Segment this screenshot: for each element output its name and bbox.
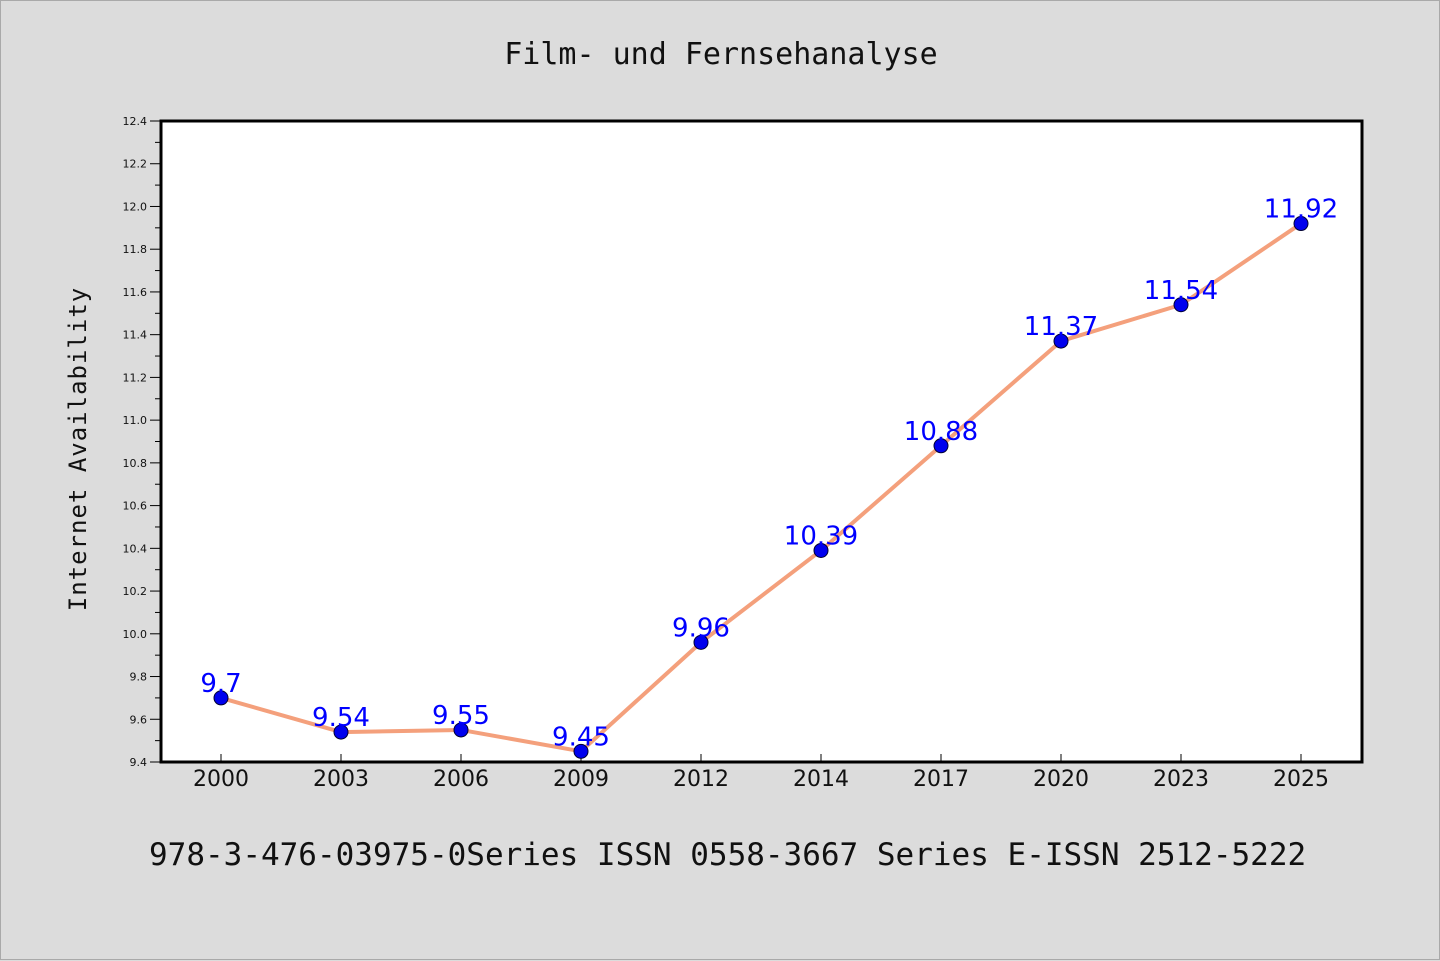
x-tick-label: 2012 — [673, 767, 729, 792]
x-tick-label: 2017 — [913, 767, 969, 792]
y-tick-label: 12.4 — [123, 115, 148, 128]
y-tick-label: 10.6 — [123, 500, 148, 513]
x-tick-label: 2003 — [313, 767, 369, 792]
data-point — [1053, 333, 1069, 349]
data-point — [573, 743, 589, 759]
data-label: 9.54 — [312, 703, 370, 733]
data-label: 10.88 — [904, 417, 978, 447]
y-axis-label: Internet Availability — [64, 287, 92, 611]
y-tick-label: 10.8 — [123, 457, 148, 470]
footer-text: 978-3-476-03975-0Series ISSN 0558-3667 S… — [149, 837, 1306, 873]
data-label: 11.54 — [1144, 276, 1218, 306]
data-label: 9.45 — [552, 722, 610, 752]
y-tick-label: 11.2 — [123, 371, 148, 384]
data-label: 10.39 — [784, 521, 858, 551]
data-point — [933, 438, 949, 454]
data-point — [333, 724, 349, 740]
x-tick-label: 2000 — [193, 767, 249, 792]
data-label: 9.55 — [432, 701, 490, 731]
y-tick-label: 11.8 — [123, 243, 148, 256]
y-tick-label: 10.0 — [123, 628, 148, 641]
y-tick-label: 12.2 — [123, 158, 148, 171]
series-line — [219, 221, 1303, 754]
x-tick-label: 2020 — [1033, 767, 1089, 792]
y-tick-label: 9.8 — [130, 671, 148, 684]
data-label: 9.7 — [200, 669, 241, 699]
data-label: 9.96 — [672, 613, 730, 643]
y-tick-label: 11.4 — [123, 329, 148, 342]
x-tick-label: 2006 — [433, 767, 489, 792]
y-axis: 9.4 9.6 9.8 10.0 10.2 10.4 10.6 10.8 11.0 11.2 11.… — [123, 115, 161, 769]
chart-title: Film- und Fernsehanalyse — [504, 37, 937, 72]
x-tick-label: 2025 — [1273, 767, 1329, 792]
x-tick-label: 2023 — [1153, 767, 1209, 792]
data-point — [1293, 216, 1309, 232]
y-tick-label: 12.0 — [123, 200, 148, 213]
y-tick-label: 9.4 — [130, 756, 148, 769]
data-point — [693, 634, 709, 650]
y-tick-label: 10.2 — [123, 585, 148, 598]
data-point — [1173, 297, 1189, 313]
data-point — [213, 690, 229, 706]
data-label: 11.37 — [1024, 312, 1098, 342]
plot-area — [159, 119, 1364, 764]
data-label: 11.92 — [1264, 195, 1338, 225]
series-layer: 9.7 9.54 9.55 9.45 9.96 10.39 10.88 11.37 11.54 1… — [200, 195, 1338, 759]
x-axis: 2000 2003 2006 2009 2012 2014 2017 2020 2023 2025 — [193, 754, 1329, 792]
x-tick-label: 2014 — [793, 767, 849, 792]
y-tick-label: 11.0 — [123, 414, 148, 427]
data-point — [813, 542, 829, 558]
data-point — [453, 722, 469, 738]
y-tick-label: 11.6 — [123, 286, 148, 299]
y-tick-label: 9.6 — [130, 713, 148, 726]
x-tick-label: 2009 — [553, 767, 609, 792]
y-tick-label: 10.4 — [123, 542, 148, 555]
